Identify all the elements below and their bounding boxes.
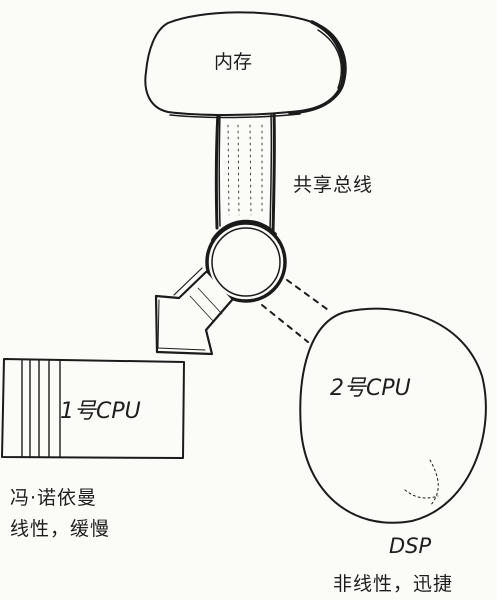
dsp-traits: 非线性，迅捷 — [333, 573, 454, 595]
cpu1-label: 1号CPU — [60, 399, 141, 424]
cpu2-blob — [299, 307, 487, 524]
bus-junction-ring — [205, 219, 287, 303]
bus-stem — [214, 110, 276, 234]
dsp-label: DSP — [389, 534, 432, 558]
von-neumann-traits: 线性，缓慢 — [10, 518, 111, 540]
arrow-to-cpu1 — [154, 267, 234, 356]
cpu1-box — [1, 358, 185, 459]
cpu2-label: 2号CPU — [330, 376, 411, 401]
von-neumann-label: 冯·诺依曼 — [10, 487, 98, 509]
memory-shape — [144, 11, 347, 119]
memory-label: 内存 — [214, 51, 253, 73]
shared-bus-label: 共享总线 — [293, 174, 374, 196]
dashed-link-cpu2 — [261, 279, 332, 343]
